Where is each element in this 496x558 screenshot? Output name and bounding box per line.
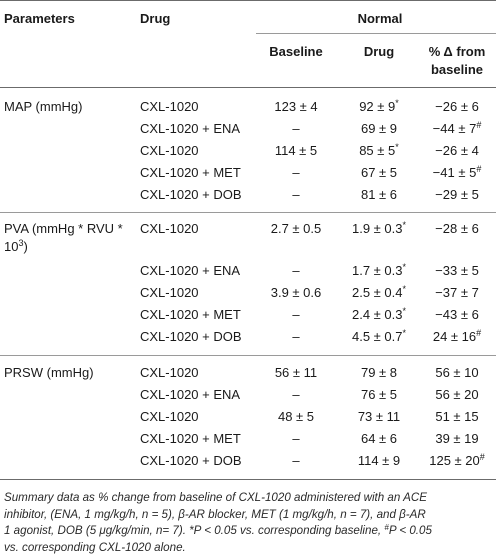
pct-change-cell: 24 ± 16#: [432, 328, 482, 345]
header-pct-change-1: % Δ from: [428, 44, 486, 59]
drug-cell: CXL-1020: [140, 285, 199, 300]
drug-value-cell: 67 ± 5: [360, 165, 398, 180]
baseline-cell: –: [292, 121, 300, 136]
drug-cell: CXL-1020: [140, 99, 199, 114]
normal-underline: [256, 33, 496, 34]
pct-change-cell: −26 ± 6: [435, 99, 479, 114]
baseline-cell: –: [292, 165, 300, 180]
section-rule: [0, 355, 496, 356]
drug-cell: CXL-1020 + MET: [140, 165, 241, 180]
drug-cell: CXL-1020 + ENA: [140, 121, 241, 136]
parameter-label-unit: 103): [4, 238, 28, 255]
drug-cell: CXL-1020 + ENA: [140, 387, 241, 402]
section-rule: [0, 212, 496, 213]
drug-cell: CXL-1020 + MET: [140, 431, 241, 446]
pct-change-cell: −37 ± 7: [435, 285, 479, 300]
pct-change-cell: −28 ± 6: [435, 221, 479, 236]
baseline-cell: 3.9 ± 0.6: [270, 285, 322, 300]
pct-change-cell: −33 ± 5: [435, 263, 479, 278]
baseline-cell: –: [292, 453, 300, 468]
drug-value-cell: 79 ± 8: [360, 365, 398, 380]
caption-line: inhibitor, (ENA, 1 mg/kg/h, n = 5), β-AR…: [4, 507, 426, 521]
pct-change-cell: 56 ± 20: [435, 387, 479, 402]
caption-line: Summary data as % change from baseline o…: [4, 491, 427, 504]
header-drug-value: Drug: [363, 44, 395, 59]
drug-value-cell: 114 ± 9: [357, 453, 401, 468]
header-parameters: Parameters: [4, 11, 75, 26]
drug-value-cell: 69 ± 9: [360, 121, 398, 136]
baseline-cell: –: [292, 263, 300, 278]
header-rule: [0, 87, 496, 88]
pct-change-cell: 125 ± 20#: [429, 452, 485, 469]
pct-change-cell: 39 ± 19: [435, 431, 479, 446]
drug-value-cell: 4.5 ± 0.7*: [351, 328, 407, 345]
drug-value-cell: 81 ± 6: [360, 187, 398, 202]
baseline-cell: 56 ± 11: [274, 365, 318, 380]
header-pct-change-2: baseline: [430, 62, 484, 77]
table-top-rule: [0, 0, 496, 1]
pct-change-cell: −44 ± 7#: [432, 120, 482, 137]
drug-cell: CXL-1020: [140, 143, 199, 158]
drug-cell: CXL-1020: [140, 221, 199, 236]
parameter-label: MAP (mmHg): [4, 99, 83, 114]
baseline-cell: –: [292, 187, 300, 202]
baseline-cell: 2.7 ± 0.5: [270, 221, 322, 236]
header-drug: Drug: [140, 11, 171, 26]
baseline-cell: –: [292, 387, 300, 402]
header-baseline: Baseline: [269, 44, 323, 59]
drug-value-cell: 64 ± 6: [360, 431, 398, 446]
drug-cell: CXL-1020 + DOB: [140, 187, 242, 202]
pct-change-cell: 51 ± 15: [435, 409, 479, 424]
caption-line: vs. corresponding CXL-1020 alone.: [4, 540, 186, 554]
drug-cell: CXL-1020: [140, 365, 199, 380]
drug-cell: CXL-1020 + ENA: [140, 263, 241, 278]
baseline-cell: 48 ± 5: [277, 409, 315, 424]
drug-value-cell: 76 ± 5: [360, 387, 398, 402]
drug-value-cell: 85 ± 5*: [359, 142, 399, 159]
drug-cell: CXL-1020 + DOB: [140, 453, 242, 468]
drug-value-cell: 92 ± 9*: [359, 98, 399, 115]
drug-value-cell: 1.9 ± 0.3*: [351, 220, 407, 237]
parameter-label: PVA (mmHg * RVU *: [4, 221, 123, 236]
drug-cell: CXL-1020 + DOB: [140, 329, 242, 344]
baseline-cell: –: [292, 307, 300, 322]
caption-line: 1 agonist, DOB (5 μg/kg/min, n= 7). *P <…: [4, 523, 432, 538]
baseline-cell: 123 ± 4: [274, 99, 318, 114]
baseline-cell: –: [292, 431, 300, 446]
table-bottom-rule: [0, 479, 496, 480]
pct-change-cell: −26 ± 4: [435, 143, 479, 158]
drug-value-cell: 1.7 ± 0.3*: [351, 262, 407, 279]
pct-change-cell: −41 ± 5#: [432, 164, 482, 181]
table-caption: Summary data as % change from baseline o…: [4, 490, 492, 556]
pct-change-cell: −29 ± 5: [435, 187, 479, 202]
baseline-cell: –: [292, 329, 300, 344]
drug-value-cell: 2.5 ± 0.4*: [351, 284, 407, 301]
baseline-cell: 114 ± 5: [274, 143, 318, 158]
drug-cell: CXL-1020 + MET: [140, 307, 241, 322]
drug-value-cell: 2.4 ± 0.3*: [351, 306, 407, 323]
parameter-label: PRSW (mmHg): [4, 365, 94, 380]
header-normal: Normal: [357, 11, 403, 26]
pct-change-cell: 56 ± 10: [435, 365, 479, 380]
drug-value-cell: 73 ± 11: [357, 409, 401, 424]
pct-change-cell: −43 ± 6: [435, 307, 479, 322]
drug-cell: CXL-1020: [140, 409, 199, 424]
